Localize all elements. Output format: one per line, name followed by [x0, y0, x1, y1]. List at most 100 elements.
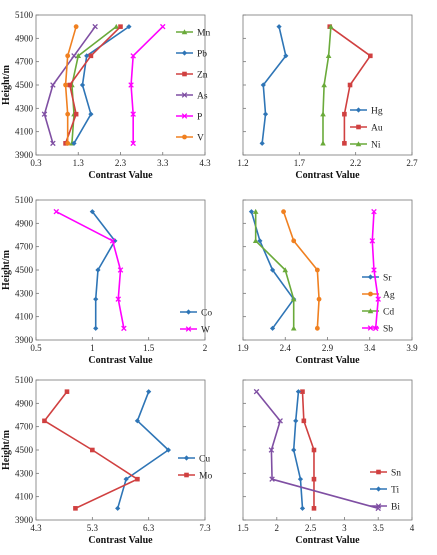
- data-point: [368, 53, 373, 59]
- data-point: [252, 238, 259, 244]
- x-axis-label: Contrast Value: [88, 535, 153, 546]
- series-v: [63, 24, 79, 146]
- data-point: [262, 111, 269, 117]
- legend-item-co: Co: [180, 309, 212, 319]
- legend-item-w: W: [180, 326, 210, 336]
- y-tick-label: 4500: [15, 445, 34, 455]
- legend-marker: [376, 469, 381, 475]
- legend-marker: [182, 71, 187, 77]
- chart-panel-4: 1.9 2.4 2.9 3.4 3.9 Contrast Value Sr Ag Cd Sb: [237, 199, 418, 366]
- y-axis-label: Height/m: [1, 249, 12, 290]
- legend-item-cd: Cd: [362, 308, 394, 318]
- series-bi: [253, 388, 381, 512]
- data-point: [73, 24, 79, 30]
- x-tick-label: 7.3: [199, 523, 211, 533]
- legend-label: Ti: [391, 486, 399, 496]
- x-axis-label: Contrast Value: [295, 170, 360, 181]
- legend-marker: [181, 29, 188, 35]
- data-point: [117, 267, 124, 273]
- data-point: [135, 476, 140, 482]
- series-line: [116, 391, 170, 509]
- data-point: [311, 506, 317, 511]
- data-point: [115, 505, 121, 511]
- x-axis-label: Contrast Value: [295, 535, 360, 546]
- data-point: [65, 53, 71, 59]
- data-point: [320, 140, 326, 146]
- data-point: [88, 111, 94, 117]
- data-point: [73, 506, 78, 511]
- data-point: [71, 140, 77, 146]
- y-tick-label: 4700: [15, 422, 34, 432]
- data-point: [290, 296, 297, 302]
- y-tick-label: 5100: [15, 10, 34, 20]
- data-point: [311, 447, 317, 453]
- y-tick-label: 4700: [15, 57, 34, 67]
- legend-label: Zn: [197, 71, 208, 81]
- data-point: [375, 296, 381, 302]
- legend-item-sr: Sr: [362, 274, 392, 284]
- data-point: [301, 418, 307, 424]
- data-point: [282, 267, 289, 273]
- data-point: [90, 447, 95, 453]
- legend-label: Au: [371, 124, 383, 134]
- legend-item-bi: Bi: [370, 503, 400, 513]
- legend-item-as: As: [176, 92, 208, 102]
- data-point: [50, 140, 56, 147]
- legend-label: V: [197, 134, 204, 144]
- y-tick-label: 4100: [15, 492, 34, 502]
- legend-marker: [367, 325, 374, 331]
- y-tick-label: 3900: [15, 335, 34, 345]
- legend-item-ti: Ti: [370, 486, 399, 496]
- legend-marker: [181, 113, 188, 119]
- legend-label: Cd: [383, 308, 394, 318]
- data-point: [371, 267, 377, 273]
- x-tick-label: 1.7: [294, 158, 306, 168]
- data-point: [252, 208, 259, 214]
- chart-panel-6: 1.5 2 2.5 3 3.5 4 Contrast Value Sn Ti Bi: [237, 379, 415, 546]
- series-hg: [259, 24, 289, 146]
- plot-frame: [35, 14, 206, 156]
- y-tick-label: 4500: [15, 80, 34, 90]
- series-ti: [291, 389, 306, 511]
- series-line: [255, 391, 379, 510]
- series-as: [41, 23, 98, 147]
- series-ni: [320, 23, 334, 146]
- x-tick-label: 2.3: [115, 158, 127, 168]
- x-tick-label: 3.9: [406, 343, 418, 353]
- legend-item-zn: Zn: [176, 71, 208, 81]
- data-point: [53, 208, 60, 215]
- data-point: [325, 53, 332, 59]
- legend-label: Bi: [391, 503, 400, 513]
- chart-panel-3: 0.5 1 1.5 2 3900 4100 4300 4500 4700 4900 5100 Cont…: [1, 195, 212, 366]
- data-point: [93, 325, 99, 331]
- legend-label: Sr: [383, 274, 392, 284]
- series-co: [89, 209, 118, 331]
- y-tick-label: 4300: [15, 468, 34, 478]
- series-line: [282, 211, 320, 329]
- data-point: [146, 389, 152, 395]
- legend-marker: [185, 326, 192, 332]
- x-axis-label: Contrast Value: [88, 355, 153, 366]
- data-point: [314, 267, 320, 273]
- data-point: [291, 447, 297, 453]
- x-tick-label: 1: [90, 343, 95, 353]
- series-p: [128, 23, 166, 147]
- legend-label: Sb: [383, 325, 393, 335]
- x-tick-label: 1.5: [237, 523, 249, 533]
- data-point: [113, 23, 120, 29]
- data-point: [316, 296, 322, 302]
- series-ag: [281, 209, 322, 331]
- series-sb: [369, 208, 381, 332]
- data-point: [50, 82, 56, 88]
- data-point: [128, 82, 134, 88]
- legend-label: W: [201, 326, 210, 336]
- data-point: [42, 418, 47, 424]
- legend-item-mn: Mn: [176, 29, 210, 39]
- y-tick-label: 5100: [15, 195, 34, 205]
- legend-marker: [368, 291, 373, 297]
- data-point: [248, 209, 255, 215]
- data-point: [295, 389, 302, 395]
- data-point: [259, 140, 265, 146]
- chart-panel-5: 4.3 5.3 6.3 7.3 3900 4100 4300 4500 4700 4900 5100…: [1, 375, 212, 546]
- x-tick-label: 3.4: [364, 343, 376, 353]
